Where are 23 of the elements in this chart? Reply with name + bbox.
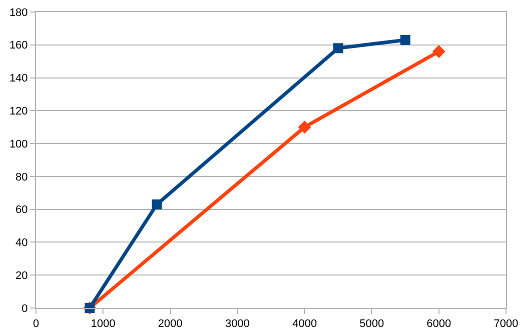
y-tick-label: 40 xyxy=(16,237,28,250)
y-tick-label: 20 xyxy=(16,270,28,282)
y-tick-label: 0 xyxy=(22,302,28,315)
y-tick-label: 140 xyxy=(9,72,28,85)
x-tick-label: 7000 xyxy=(494,318,518,330)
y-tick-label: 160 xyxy=(9,40,28,52)
y-tick-label: 120 xyxy=(9,106,28,118)
x-tick-label: 0 xyxy=(32,318,40,330)
y-tick-label: 60 xyxy=(16,204,28,216)
x-tick-label: 3000 xyxy=(225,318,250,330)
point xyxy=(432,44,446,58)
x-tick-label: 6000 xyxy=(426,318,452,330)
point xyxy=(333,43,344,54)
y-tick-label: 80 xyxy=(16,171,28,184)
y-tick-label: 180 xyxy=(9,6,28,19)
x-tick-label: 5000 xyxy=(359,318,384,330)
x-tick-label: 4000 xyxy=(292,318,317,330)
point xyxy=(152,199,162,210)
x-tick-label: 2000 xyxy=(158,318,183,330)
x-tick-label: 1000 xyxy=(90,318,116,330)
point xyxy=(400,34,410,45)
point xyxy=(298,120,312,134)
y-tick-label: 100 xyxy=(9,138,28,150)
